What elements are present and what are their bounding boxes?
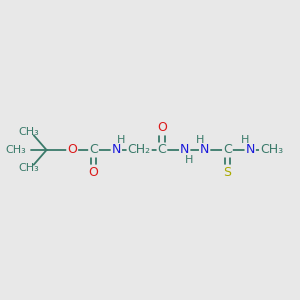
Text: O: O [88,166,98,178]
Text: H: H [241,135,250,145]
Text: N: N [200,143,209,157]
Text: CH₃: CH₃ [260,143,283,157]
Text: O: O [67,143,77,157]
Text: C: C [158,143,166,157]
Text: H: H [185,155,194,165]
Text: H: H [117,135,125,145]
Text: CH₃: CH₃ [19,127,39,137]
Text: CH₃: CH₃ [19,163,39,173]
Text: O: O [157,122,167,134]
Text: C: C [223,143,232,157]
Text: H: H [196,135,204,145]
Text: N: N [245,143,255,157]
Text: S: S [224,166,231,178]
Text: CH₂: CH₂ [128,143,151,157]
Text: CH₃: CH₃ [5,145,26,155]
Text: C: C [89,143,98,157]
Text: N: N [180,143,189,157]
Text: N: N [112,143,121,157]
